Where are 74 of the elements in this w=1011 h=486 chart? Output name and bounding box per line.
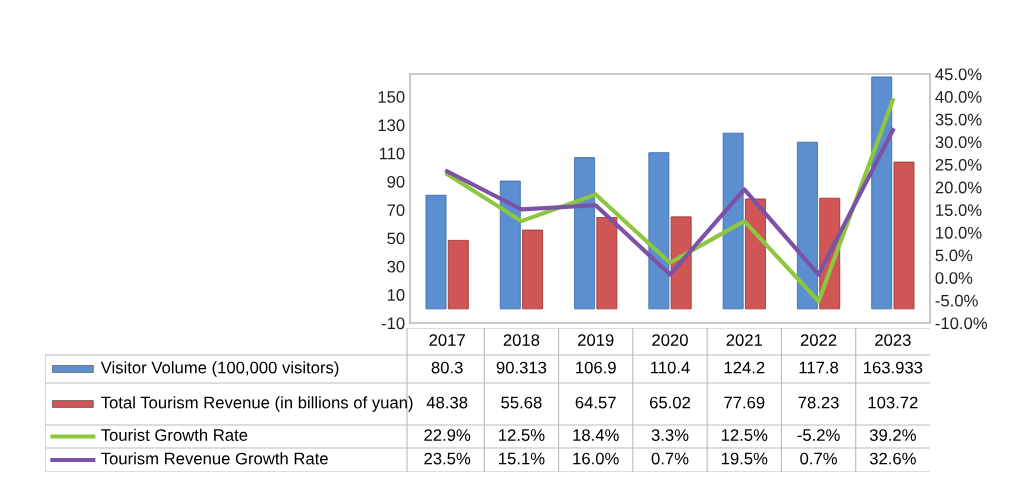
y2-tick-label: 35.0% (935, 113, 982, 126)
data-label: 32.6% (869, 452, 916, 465)
data-label: 64.57 (575, 396, 616, 409)
y2-tick-label: 40.0% (935, 91, 982, 103)
legend-label: Visitor Volume (100,000 visitors) (100, 361, 339, 377)
y-tick-label: 130 (378, 119, 405, 132)
y2-tick-label: -10.0% (935, 317, 988, 330)
y-tick-label: -10 (381, 317, 405, 330)
data-label: 12.5% (499, 429, 545, 441)
data-label: 106.9 (576, 361, 616, 374)
x-tick-label: 2021 (726, 334, 763, 346)
data-label: 0.7% (651, 452, 689, 465)
data-label: 103.72 (868, 396, 918, 409)
data-label: 0.7% (800, 452, 837, 465)
y2-tick-label: 30.0% (935, 136, 982, 149)
data-label: 90.313 (496, 361, 547, 374)
data-label: 65.02 (649, 396, 691, 409)
data-label: -5.2% (797, 429, 840, 441)
y-tick-label: 70 (387, 204, 405, 217)
data-label: 48.38 (426, 396, 468, 409)
x-tick-label: 2019 (578, 334, 614, 346)
y-tick-label: 50 (387, 232, 405, 245)
bar (522, 229, 544, 310)
data-label: 55.68 (501, 396, 542, 409)
data-label: 18.4% (573, 429, 619, 441)
x-tick-label: 2022 (800, 334, 837, 346)
y-tick-label: 90 (387, 175, 405, 188)
x-tick-label: 2017 (429, 334, 465, 346)
data-label: 15.1% (499, 452, 545, 465)
y-tick-label: 110 (379, 147, 405, 160)
bar (796, 141, 818, 310)
bar (722, 132, 744, 310)
y-tick-label: 30 (387, 260, 405, 273)
data-label: 110.4 (651, 361, 690, 374)
y2-tick-label: 0.0% (935, 272, 973, 284)
data-label: 78.23 (798, 396, 839, 409)
data-label: 23.5% (424, 452, 471, 465)
data-label: 16.0% (573, 452, 619, 465)
bar (574, 157, 596, 310)
bar (499, 180, 521, 310)
bar (744, 198, 766, 310)
y2-tick-label: -5.0% (935, 294, 978, 307)
data-label: 80.3 (431, 361, 463, 374)
data-label: 22.9% (424, 429, 471, 441)
legend-label: Tourism Revenue Growth Rate (101, 452, 328, 465)
x-tick-label: 2023 (875, 334, 911, 346)
line-series (445, 98, 895, 304)
bar (893, 161, 915, 310)
y2-tick-label: 10.0% (936, 226, 982, 239)
line-series (445, 128, 895, 277)
y2-tick-label: 15.0% (936, 204, 982, 217)
data-label: 124.2 (724, 361, 765, 374)
x-tick-label: 2020 (652, 334, 688, 346)
data-label: 117.8 (799, 361, 839, 374)
bar (596, 217, 618, 310)
data-label: 12.5% (721, 429, 768, 441)
data-label: 39.2% (869, 429, 916, 441)
y-tick-label: 10 (387, 289, 405, 301)
data-label: 77.69 (724, 396, 765, 409)
y2-tick-label: 45.0% (935, 68, 982, 81)
data-label: 163.933 (864, 361, 923, 374)
x-tick-label: 2018 (503, 334, 540, 346)
y2-tick-label: 25.0% (935, 158, 982, 171)
bar (425, 194, 447, 310)
bar (447, 239, 469, 310)
y-tick-label: 150 (378, 91, 405, 103)
legend-label: Total Tourism Revenue (in billions of yuan) (101, 396, 413, 412)
y2-tick-label: 20.0% (935, 181, 982, 194)
bar (648, 152, 670, 310)
data-label: 3.3% (651, 429, 689, 441)
y2-tick-label: 5.0% (935, 249, 973, 262)
bar (871, 76, 893, 310)
legend-label: Tourist Growth Rate (101, 428, 248, 441)
data-label: 19.5% (721, 452, 768, 465)
